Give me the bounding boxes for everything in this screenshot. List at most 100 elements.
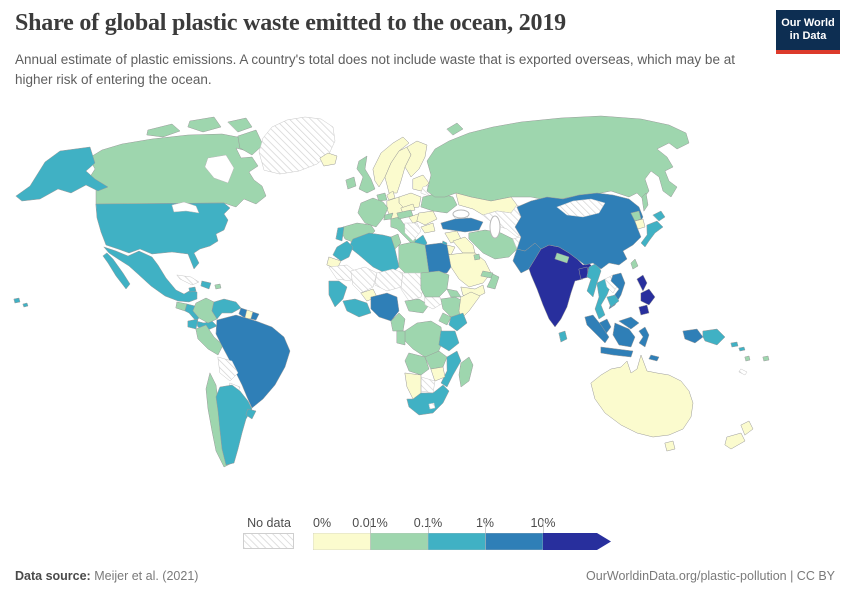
country-bulgaria[interactable]	[420, 222, 436, 234]
country-congo-gabon[interactable]	[396, 330, 406, 346]
country-uk[interactable]	[356, 155, 376, 194]
country-usa[interactable]	[95, 202, 231, 270]
country-morocco[interactable]	[332, 240, 354, 262]
country-mali[interactable]	[350, 266, 378, 294]
country-japan-hokkaido[interactable]	[652, 210, 666, 222]
country-indonesia-sumatra[interactable]	[584, 314, 610, 344]
country-solomon-islands[interactable]	[738, 346, 746, 352]
country-philippines[interactable]	[640, 288, 656, 306]
country-peru[interactable]	[195, 324, 224, 356]
country-south-korea[interactable]	[634, 218, 646, 230]
legend-segment-b0[interactable]	[313, 533, 371, 550]
country-solomon-islands[interactable]	[730, 341, 739, 348]
country-finland[interactable]	[404, 140, 428, 178]
country-indonesia-timor[interactable]	[648, 354, 660, 362]
country-tanzania[interactable]	[438, 330, 460, 352]
country-uganda[interactable]	[438, 312, 452, 326]
country-usa-alaska[interactable]	[15, 146, 109, 202]
country-zambia[interactable]	[424, 350, 448, 370]
legend-segment-b4[interactable]	[543, 533, 611, 550]
country-ecuador[interactable]	[187, 318, 199, 330]
country-philippines[interactable]	[638, 304, 650, 316]
country-north-korea[interactable]	[630, 210, 642, 222]
country-kuwait[interactable]	[473, 253, 481, 261]
country-indonesia-sulawesi[interactable]	[638, 326, 650, 348]
country-canada-island[interactable]	[187, 116, 222, 133]
country-papua-new-guinea[interactable]	[702, 328, 726, 346]
country-iraq[interactable]	[452, 236, 476, 254]
legend-segment-b1[interactable]	[370, 533, 429, 550]
country-vanuatu[interactable]	[744, 355, 751, 362]
country-somalia[interactable]	[458, 291, 481, 320]
country-turkey[interactable]	[440, 217, 484, 233]
country-benelux[interactable]	[376, 192, 388, 202]
legend-segment-b2[interactable]	[427, 533, 486, 550]
country-bolivia[interactable]	[217, 356, 239, 382]
country-russia-novaya-zemlya[interactable]	[446, 122, 464, 136]
country-canada-island[interactable]	[227, 117, 253, 133]
country-taiwan[interactable]	[630, 258, 639, 270]
country-algeria[interactable]	[348, 232, 400, 276]
country-switzerland[interactable]	[383, 212, 394, 221]
country-mongolia[interactable]	[556, 198, 606, 218]
country-lesotho[interactable]	[428, 402, 436, 410]
country-canada-baffin[interactable]	[237, 129, 264, 156]
country-nepal[interactable]	[554, 252, 570, 264]
legend-segment-b3[interactable]	[485, 533, 544, 550]
country-eritrea[interactable]	[446, 288, 462, 298]
country-russia[interactable]	[426, 115, 690, 202]
country-iceland[interactable]	[319, 152, 338, 167]
country-mexico[interactable]	[103, 246, 198, 303]
country-niger[interactable]	[374, 268, 404, 292]
country-french-guiana[interactable]	[250, 311, 260, 321]
country-usa-hawaii[interactable]	[22, 302, 29, 308]
country-argentina[interactable]	[215, 384, 253, 466]
country-uruguay[interactable]	[245, 408, 257, 420]
country-ghana-ivory-coast[interactable]	[342, 298, 372, 318]
country-indonesia-kalimantan[interactable]	[612, 322, 636, 348]
country-nigeria[interactable]	[370, 292, 400, 322]
country-usa-hawaii[interactable]	[13, 297, 21, 304]
country-balkans[interactable]	[404, 222, 422, 242]
country-south-africa[interactable]	[406, 384, 450, 416]
country-hispaniola[interactable]	[200, 280, 212, 290]
country-russia-sakhalin[interactable]	[641, 192, 649, 212]
country-japan[interactable]	[640, 220, 664, 248]
country-jamaica[interactable]	[188, 286, 197, 293]
country-france[interactable]	[357, 197, 389, 228]
country-cameroon[interactable]	[390, 312, 406, 332]
country-central-african-republic[interactable]	[404, 298, 430, 314]
country-china[interactable]	[514, 192, 644, 270]
country-denmark[interactable]	[386, 190, 396, 201]
country-cambodia[interactable]	[606, 294, 620, 308]
country-botswana[interactable]	[420, 376, 436, 394]
country-indonesia-java[interactable]	[600, 346, 634, 358]
country-ireland[interactable]	[345, 176, 357, 190]
country-mozambique[interactable]	[440, 350, 462, 388]
country-cuba[interactable]	[176, 274, 200, 286]
owid-logo[interactable]: Our World in Data	[776, 10, 840, 54]
country-indonesia-papua[interactable]	[682, 328, 704, 344]
country-senegal-guinea[interactable]	[328, 280, 348, 308]
country-canada-island[interactable]	[146, 123, 181, 138]
country-venezuela[interactable]	[211, 298, 242, 320]
country-brazil[interactable]	[215, 314, 291, 409]
country-uae[interactable]	[480, 270, 494, 279]
country-romania[interactable]	[416, 210, 438, 226]
country-new-caledonia[interactable]	[738, 368, 748, 376]
country-portugal[interactable]	[335, 226, 345, 242]
country-greenland[interactable]	[258, 116, 336, 175]
country-madagascar[interactable]	[458, 356, 474, 388]
country-egypt[interactable]	[424, 242, 452, 274]
country-australia[interactable]	[590, 354, 694, 438]
country-sudan[interactable]	[420, 270, 450, 298]
country-saudi-arabia[interactable]	[446, 252, 492, 288]
country-new-zealand-south[interactable]	[724, 432, 746, 450]
country-drc[interactable]	[404, 320, 444, 358]
country-zimbabwe[interactable]	[430, 366, 446, 382]
country-malaysia-borneo[interactable]	[618, 316, 640, 330]
country-philippines[interactable]	[636, 274, 648, 292]
country-puerto-rico[interactable]	[214, 283, 222, 290]
country-new-zealand-north[interactable]	[740, 420, 754, 436]
country-australia-tasmania[interactable]	[664, 440, 676, 452]
